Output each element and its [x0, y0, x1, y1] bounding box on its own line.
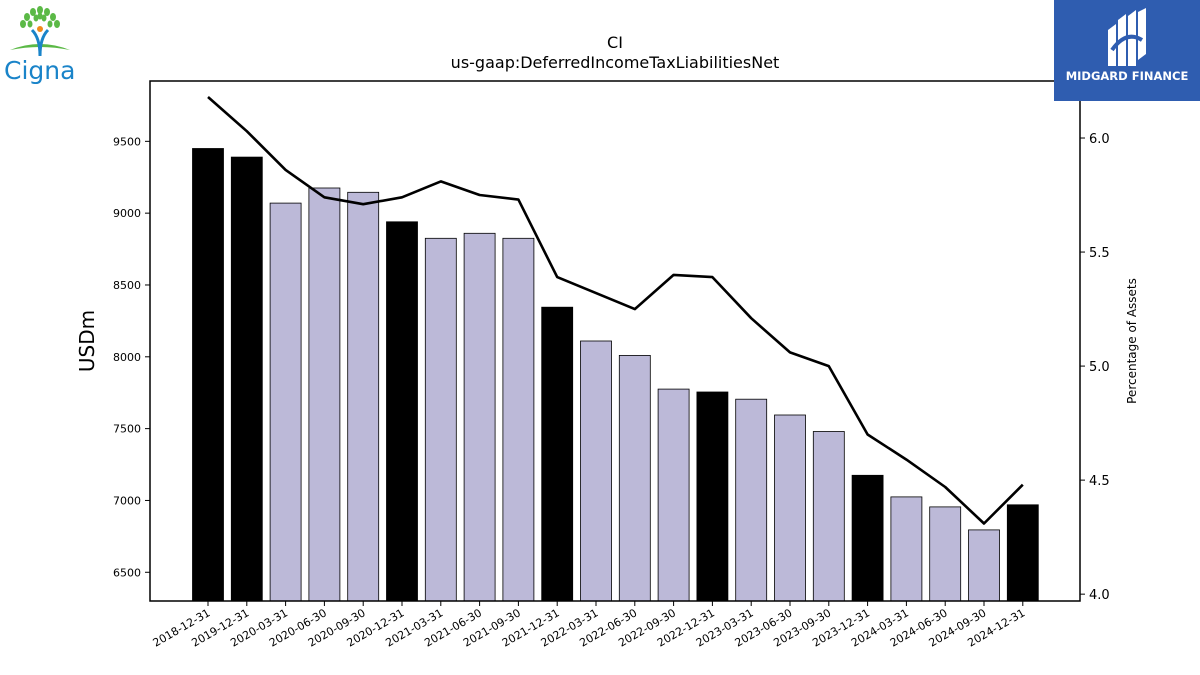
- line-series: [207, 96, 1024, 525]
- plot-frame: [149, 80, 1081, 602]
- y-tick-label: 8500: [113, 279, 141, 292]
- bar-2022-03-31: [580, 340, 612, 602]
- bar-2019-12-31: [230, 156, 263, 602]
- tree-icon: [10, 6, 70, 57]
- y-tick-label: 9500: [113, 135, 141, 148]
- y2-tick-label: 4.0: [1089, 588, 1110, 603]
- bar-2018-12-31: [192, 148, 224, 602]
- y-tick-label: 8000: [113, 351, 141, 364]
- bar-2020-03-31: [269, 202, 302, 602]
- bar-2022-06-30: [618, 354, 651, 602]
- cigna-logo: [2, 4, 84, 90]
- y2-tick-label: 5.5: [1089, 246, 1110, 261]
- y2-axis-label: Percentage of Assets: [1125, 278, 1139, 404]
- chart-subtitle: us-gaap:DeferredIncomeTaxLiabilitiesNet: [451, 53, 780, 72]
- bar-2023-09-30: [812, 431, 845, 602]
- bar-2023-12-31: [851, 474, 884, 602]
- y-tick-label: 7500: [113, 423, 141, 436]
- bar-2021-03-31: [424, 237, 457, 602]
- chart-title: CI: [607, 33, 623, 52]
- bar-2021-12-31: [541, 306, 574, 602]
- bar-2020-06-30: [308, 187, 341, 602]
- y-tick-label: 7000: [113, 494, 141, 507]
- bar-2024-12-31: [1006, 504, 1039, 602]
- bar-2020-12-31: [386, 221, 418, 602]
- bar-2021-06-30: [463, 232, 496, 602]
- bar-2022-12-31: [696, 391, 729, 602]
- y-axis-label: USDm: [75, 310, 99, 372]
- cigna-logo-text: Cigna: [4, 56, 76, 85]
- y2-axis: 4.0 4.5 5.0 5.5 6.0: [1080, 132, 1110, 603]
- bar-2023-06-30: [774, 414, 806, 602]
- bar-2023-03-31: [735, 398, 768, 602]
- x-axis: 2018-12-312019-12-312020-03-312020-06-30…: [151, 601, 1027, 650]
- y-tick-label: 6500: [113, 566, 141, 579]
- bars-group: [192, 148, 1039, 602]
- midgard-finance-logo: MIDGARD FINANCE: [1054, 0, 1200, 101]
- bar-2021-09-30: [502, 237, 535, 602]
- midgard-logo-text: MIDGARD FINANCE: [1065, 69, 1189, 83]
- y2-tick-label: 6.0: [1089, 132, 1110, 147]
- y2-tick-label: 5.0: [1089, 360, 1110, 375]
- y2-tick-label: 4.5: [1089, 474, 1110, 489]
- bar-2024-06-30: [929, 506, 962, 602]
- midgard-emblem-icon: [1108, 8, 1146, 66]
- bar-2024-09-30: [968, 529, 1000, 602]
- bar-2020-09-30: [347, 191, 380, 602]
- bar-2024-03-31: [890, 496, 923, 602]
- line-group: [207, 96, 1024, 525]
- y-tick-label: 9000: [113, 207, 141, 220]
- y-axis: 6500 7000 7500 8000 8500 9000 9500: [113, 135, 150, 579]
- bar-2022-09-30: [657, 388, 690, 602]
